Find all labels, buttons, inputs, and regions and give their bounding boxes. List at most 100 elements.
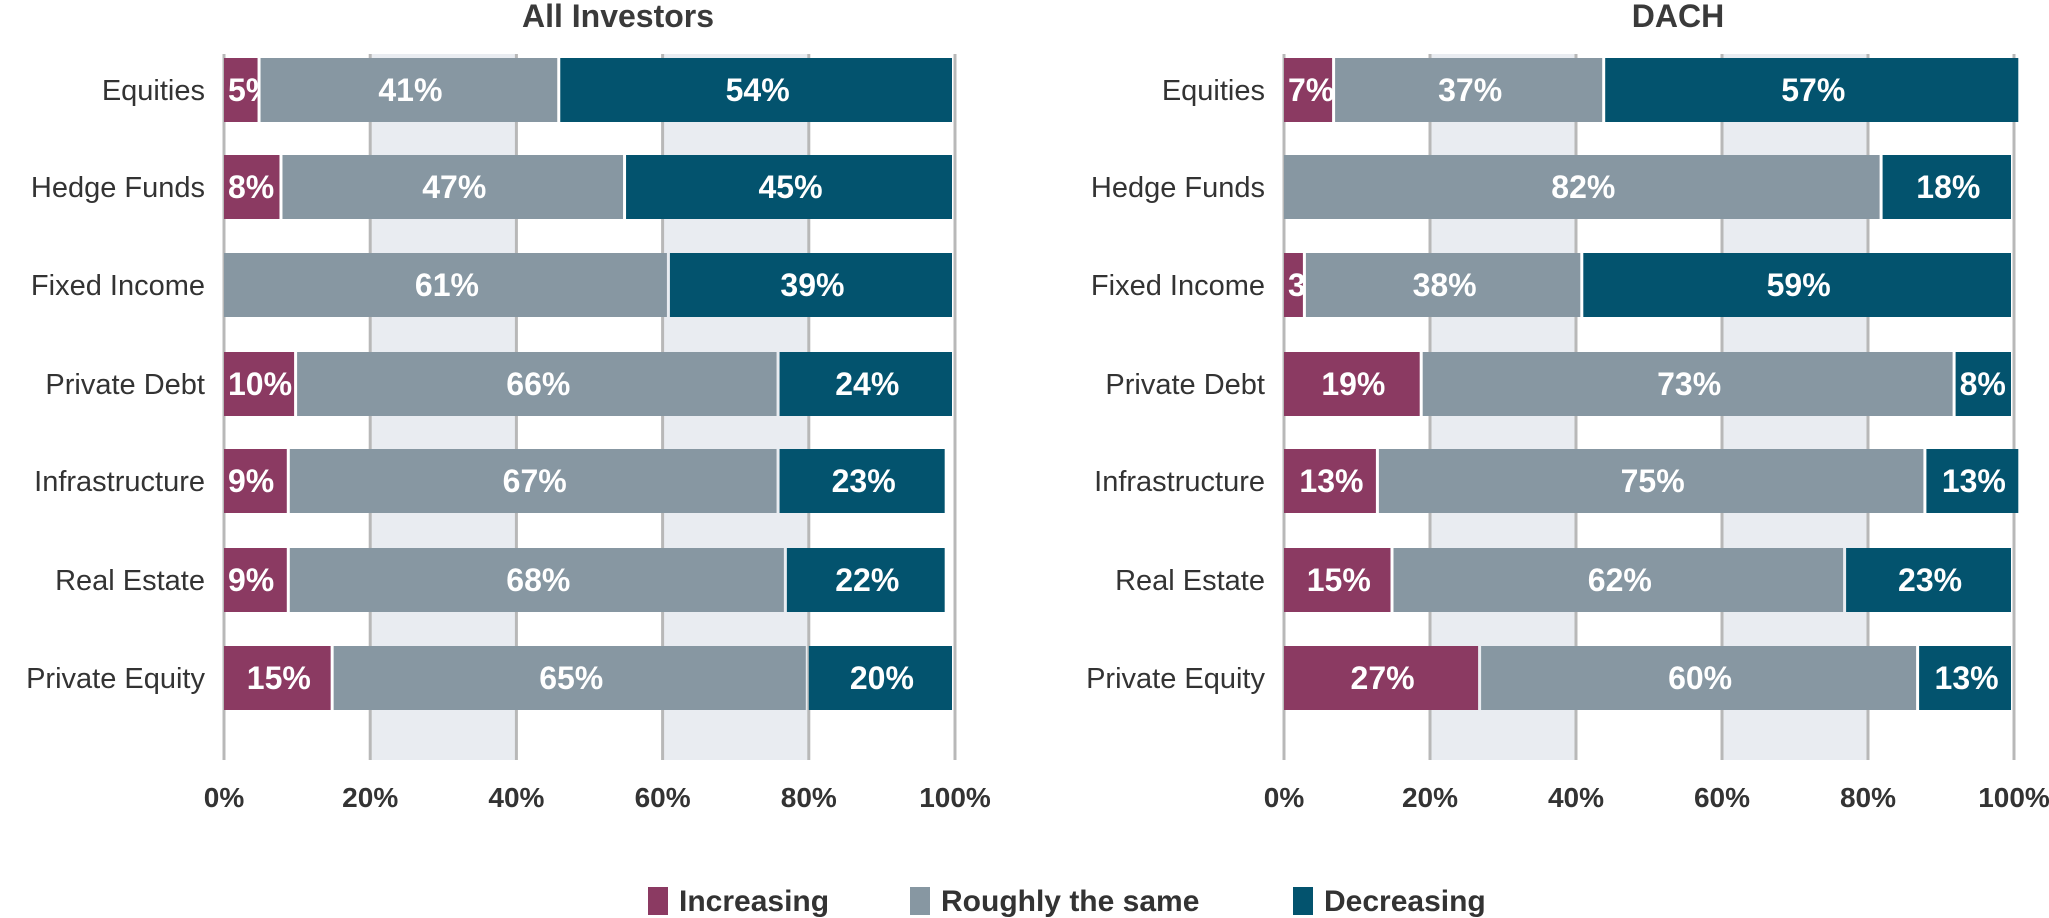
bar-segment-increasing (1284, 646, 1479, 710)
tick-label: 20% (342, 782, 398, 813)
bar-segment-increasing (1284, 352, 1420, 416)
tick-label: 100% (1978, 782, 2049, 813)
data-label: 23% (832, 463, 896, 499)
bar-segment-same (1481, 646, 1917, 710)
tick-label: 0% (204, 782, 245, 813)
category-label: Hedge Funds (1091, 172, 1265, 204)
category-label: Private Equity (26, 663, 205, 695)
data-label: 9% (228, 463, 274, 499)
data-label: 37% (1438, 72, 1502, 108)
bar-segment-same (289, 548, 784, 612)
bar-segment-decreasing (669, 253, 952, 317)
tick-label: 0% (1264, 782, 1305, 813)
legend-label-same: Roughly the same (941, 885, 1199, 918)
bar-segment-increasing (1284, 449, 1376, 513)
data-label: 8% (228, 169, 274, 205)
data-label: 23% (1898, 562, 1962, 598)
data-label: 41% (378, 72, 442, 108)
tick-label: 100% (919, 782, 991, 813)
bar-segment-decreasing (1605, 58, 2019, 122)
tick-label: 40% (1548, 782, 1604, 813)
data-label: 54% (726, 72, 790, 108)
category-label: Fixed Income (31, 270, 205, 302)
category-label: Equities (102, 75, 205, 107)
tick-label: 60% (1694, 782, 1750, 813)
bar-segment-decreasing (1882, 155, 2011, 219)
chart-title: DACH (1632, 0, 1724, 34)
legend: Increasing Roughly the same Decreasing (648, 885, 1486, 918)
bar-segment-decreasing (808, 646, 952, 710)
bar-segment-decreasing (1919, 646, 2011, 710)
data-label: 65% (539, 660, 603, 696)
data-label: 73% (1657, 366, 1721, 402)
data-label: 13% (1935, 660, 1999, 696)
data-label: 18% (1916, 169, 1980, 205)
data-label: 19% (1321, 366, 1385, 402)
bar-segment-same (1284, 155, 1880, 219)
legend-swatch-decreasing (1293, 887, 1313, 915)
category-label: Private Debt (1105, 369, 1265, 401)
data-label: 82% (1551, 169, 1615, 205)
bar-segment-decreasing (779, 449, 945, 513)
category-label: Real Estate (55, 565, 205, 597)
bar-segment-same (224, 253, 667, 317)
bar-segment-increasing (224, 58, 258, 122)
legend-swatch-increasing (648, 887, 668, 915)
data-label: 22% (835, 562, 899, 598)
legend-label-decreasing: Decreasing (1324, 885, 1486, 918)
bar-segment-decreasing (560, 58, 952, 122)
bar-segment-increasing (224, 548, 287, 612)
bar-segment-increasing (1284, 58, 1333, 122)
bar-segment-same (289, 449, 777, 513)
bar-segment-increasing (1284, 253, 1303, 317)
data-label: 10% (228, 366, 292, 402)
category-label: Infrastructure (1094, 466, 1265, 498)
bar-segment-increasing (1284, 548, 1391, 612)
bar-segment-decreasing (779, 352, 952, 416)
bar-segment-increasing (224, 646, 331, 710)
tick-label: 80% (781, 782, 837, 813)
bar-segment-same (1393, 548, 1844, 612)
category-label: Private Debt (45, 369, 205, 401)
data-label: 61% (415, 267, 479, 303)
data-label: 59% (1767, 267, 1831, 303)
legend-label-increasing: Increasing (679, 885, 829, 918)
bar-segment-decreasing (626, 155, 952, 219)
bar-segment-decreasing (1583, 253, 2011, 317)
bar-segment-same (1378, 449, 1924, 513)
category-label: Fixed Income (1091, 270, 1265, 302)
data-label: 47% (422, 169, 486, 205)
bar-segment-same (260, 58, 558, 122)
category-label: Hedge Funds (31, 172, 205, 204)
data-label: 39% (780, 267, 844, 303)
legend-swatch-same (910, 887, 930, 915)
data-label: 62% (1588, 562, 1652, 598)
bar-segment-same (1422, 352, 1953, 416)
data-label: 66% (506, 366, 570, 402)
data-label: 68% (506, 562, 570, 598)
bar-segment-same (282, 155, 624, 219)
data-label: 24% (835, 366, 899, 402)
data-label: 57% (1781, 72, 1845, 108)
bar-segment-decreasing (1955, 352, 2011, 416)
bar-segment-decreasing (1846, 548, 2011, 612)
data-label: 45% (759, 169, 823, 205)
data-label: 13% (1299, 463, 1363, 499)
bar-segment-same (297, 352, 777, 416)
chart-title: All Investors (522, 0, 714, 34)
data-label: 27% (1351, 660, 1415, 696)
bar-segment-same (1335, 58, 1603, 122)
bar-segment-decreasing (786, 548, 945, 612)
data-label: 20% (850, 660, 914, 696)
category-label: Infrastructure (34, 466, 205, 498)
bar-segment-decreasing (1926, 449, 2019, 513)
tick-label: 40% (488, 782, 544, 813)
data-label: 15% (1307, 562, 1371, 598)
tick-label: 60% (635, 782, 691, 813)
data-label: 15% (247, 660, 311, 696)
tick-label: 20% (1402, 782, 1458, 813)
category-label: Real Estate (1115, 565, 1265, 597)
